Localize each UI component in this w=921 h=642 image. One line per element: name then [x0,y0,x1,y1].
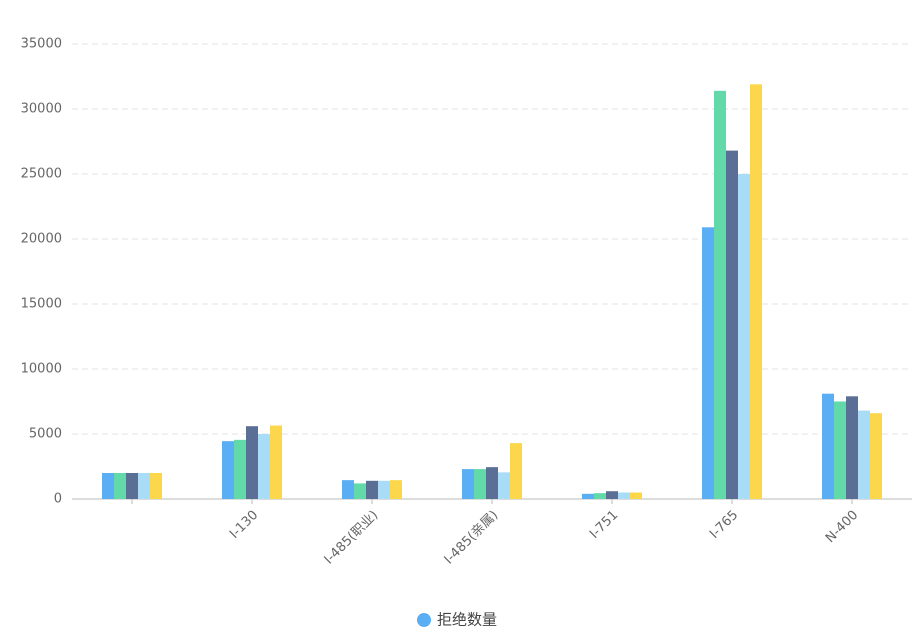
bar [138,473,150,499]
bar [234,439,246,499]
bar [474,469,486,499]
bar [390,480,402,499]
x-tick-label: I-485(亲属) [442,508,502,568]
bar [738,174,750,499]
bar [378,480,390,499]
y-tick-label: 15000 [21,297,62,312]
bar [870,413,882,499]
bar [462,469,474,499]
bar [258,434,270,499]
x-tick-label: I-751 [587,508,621,542]
x-tick-label: I-765 [707,508,741,542]
bar [246,426,258,499]
bar [102,473,114,499]
bar [342,480,354,499]
y-tick-label: 20000 [21,232,62,247]
bar [702,227,714,500]
y-tick-label: 35000 [21,37,62,52]
bar [750,84,762,500]
y-tick-label: 30000 [21,102,62,117]
bar [126,473,138,499]
bar [834,401,846,499]
y-tick-label: 10000 [21,362,62,377]
bar [582,493,594,499]
bar [594,493,606,499]
x-tick-label: N-400 [823,508,861,546]
bar [114,473,126,499]
bar [222,441,234,499]
bar [270,425,282,499]
bar [858,410,870,499]
y-tick-label: 0 [54,492,62,507]
bar [498,472,510,499]
y-tick-label: 5000 [29,427,62,442]
y-tick-label: 25000 [21,167,62,182]
legend-label: 拒绝数量 [437,611,497,629]
bar [630,492,642,499]
bar [606,491,618,499]
x-tick-label: I-485(职业) [322,508,382,568]
bar [486,467,498,499]
legend-marker [417,613,431,627]
bar [714,90,726,500]
bar [510,443,522,499]
bar [150,473,162,499]
bar [354,483,366,499]
bar [822,393,834,499]
bar [618,492,630,499]
bar [846,396,858,499]
bar [726,150,738,499]
x-tick-label: I-130 [227,508,261,542]
bar [366,480,378,499]
